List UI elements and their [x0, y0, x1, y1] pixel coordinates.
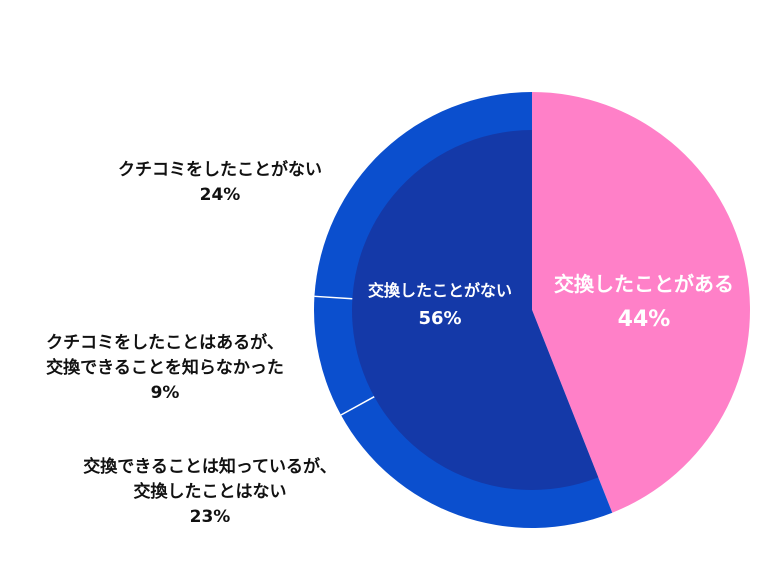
- label-review-unaware-pct: 9%: [150, 383, 180, 403]
- label-review-unaware: クチコミをしたことはあるが、 交換できることを知らなかった 9%: [20, 331, 310, 406]
- inner-slice-0: [351, 130, 599, 490]
- label-not-exchanged: 交換したことがない 56%: [350, 277, 530, 333]
- label-aware-not-exchanged-line1: 交換できることは知っているが、: [83, 457, 337, 477]
- label-aware-not-exchanged-line2: 交換したことはない: [133, 482, 287, 502]
- label-aware-not-exchanged: 交換できることは知っているが、 交換したことはない 23%: [40, 455, 380, 530]
- label-no-review: クチコミをしたことがない 24%: [95, 158, 345, 208]
- label-no-review-text: クチコミをしたことがない: [118, 160, 322, 180]
- label-has-exchanged-text: 交換したことがある: [554, 272, 734, 296]
- label-has-exchanged: 交換したことがある 44%: [533, 266, 755, 338]
- outer-slice-0: [532, 92, 750, 513]
- label-review-unaware-line2: 交換できることを知らなかった: [46, 358, 284, 378]
- label-not-exchanged-text: 交換したことがない: [367, 281, 512, 300]
- label-has-exchanged-pct: 44%: [617, 307, 671, 332]
- segment-divider-0: [340, 396, 375, 416]
- label-no-review-pct: 24%: [199, 185, 241, 205]
- segment-divider-1: [314, 295, 353, 300]
- label-review-unaware-line1: クチコミをしたことはあるが、: [46, 333, 284, 353]
- label-not-exchanged-pct: 56%: [418, 308, 462, 329]
- label-aware-not-exchanged-pct: 23%: [189, 507, 231, 527]
